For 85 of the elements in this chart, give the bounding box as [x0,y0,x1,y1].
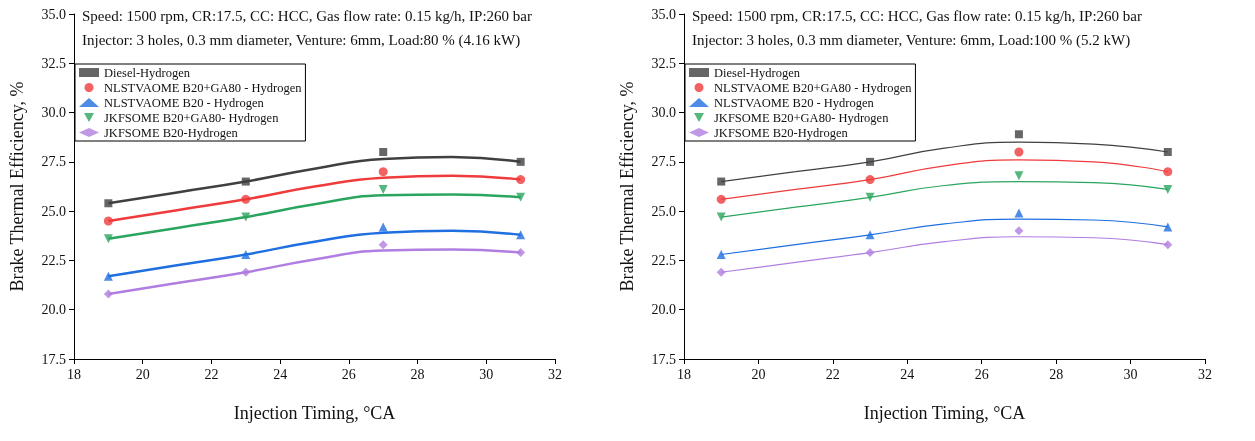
point [866,157,875,166]
point [103,271,113,281]
legend-label: JKFSOME B20-Hydrogen [714,125,849,140]
point [103,234,113,244]
y-tick-label: 25.0 [41,203,66,219]
x-axis-title: Injection Timing, °CA [233,403,396,423]
y-tick-label: 32.5 [651,55,676,71]
point [716,267,726,277]
point [865,192,875,202]
x-tick-label: 22 [825,366,840,382]
y-tick-label: 35.0 [651,6,676,22]
y-tick-label: 22.5 [651,252,676,268]
point [103,216,113,226]
annotation: Speed: 1500 rpm, CR:17.5, CC: HCC, Gas flow rate: 0.15 kg/h, IP:260 bar [82,7,532,24]
y-tick-label: 17.5 [651,351,676,367]
point [1014,130,1023,139]
point [865,248,875,258]
legend-label: NLSTVAOME B20+GA80 - Hydrogen [714,80,913,95]
y-tick-label: 17.5 [41,351,66,367]
point [241,267,251,277]
legend-label: NLSTVAOME B20 - Hydrogen [104,95,265,110]
y-axis-title: Brake Thermal Efficiency, % [617,81,637,292]
x-tick-label: 26 [341,366,356,382]
point [241,250,251,260]
x-tick-label: 30 [479,366,494,382]
point [104,199,113,208]
y-axis-title: Brake Thermal Efficiency, % [7,81,27,292]
point [241,194,251,204]
x-tick-label: 18 [67,366,81,382]
x-axis-title: Injection Timing, °CA [863,403,1026,423]
legend-label: Diesel-Hydrogen [714,65,801,80]
point [516,192,526,202]
y-tick-label: 25.0 [651,203,676,219]
x-tick-label: 20 [135,366,150,382]
x-tick-label: 22 [204,366,219,382]
point [1163,167,1173,177]
point [1014,226,1024,236]
point [378,184,388,194]
point [378,240,388,250]
x-tick-label: 32 [548,366,562,382]
x-tick-label: 20 [751,366,766,382]
point [716,250,726,260]
y-tick-label: 27.5 [651,154,676,170]
point [716,194,726,204]
point [1014,147,1024,157]
point [379,148,388,156]
point [865,175,875,185]
x-tick-label: 30 [1123,366,1138,382]
y-tick-label: 30.0 [651,105,676,121]
y-tick-label: 20.0 [41,302,66,318]
annotation: Injector: 3 holes, 0.3 mm diameter, Venture: 6mm, Load:100 % (5.2 kW) [692,31,1131,49]
point [378,167,388,177]
point [1163,240,1173,250]
x-tick-label: 26 [974,366,989,382]
x-tick-label: 28 [410,366,425,382]
y-tick-label: 30.0 [41,105,66,121]
point [103,289,113,299]
legend-label: Diesel-Hydrogen [104,65,191,80]
point [1163,184,1173,194]
x-tick-label: 32 [1198,366,1212,382]
legend-label: NLSTVAOME B20 - Hydrogen [714,95,875,110]
point [516,157,525,166]
annotation: Injector: 3 holes, 0.3 mm diameter, Venture: 6mm, Load:80 % (4.16 kW) [82,31,521,49]
x-tick-label: 28 [1049,366,1064,382]
annotation: Speed: 1500 rpm, CR:17.5, CC: HCC, Gas flow rate: 0.15 kg/h, IP:260 bar [692,7,1142,24]
y-tick-label: 27.5 [41,154,66,170]
point [241,177,250,186]
x-tick-label: 18 [677,366,691,382]
y-tick-label: 32.5 [41,55,66,71]
legend-label: NLSTVAOME B20+GA80 - Hydrogen [104,80,303,95]
point [1014,171,1024,181]
point [1163,148,1172,156]
point [865,230,875,240]
y-tick-label: 20.0 [651,302,676,318]
legend-label: JKFSOME B20+GA80- Hydrogen [714,110,890,125]
x-tick-label: 24 [273,366,288,382]
y-tick-label: 35.0 [41,6,66,22]
point [516,175,526,185]
x-tick-label: 24 [900,366,915,382]
point [717,177,726,186]
y-tick-label: 22.5 [41,252,66,268]
point [516,248,526,258]
legend-label: JKFSOME B20+GA80- Hydrogen [104,110,280,125]
point [1014,208,1024,218]
legend-label: JKFSOME B20-Hydrogen [104,125,239,140]
